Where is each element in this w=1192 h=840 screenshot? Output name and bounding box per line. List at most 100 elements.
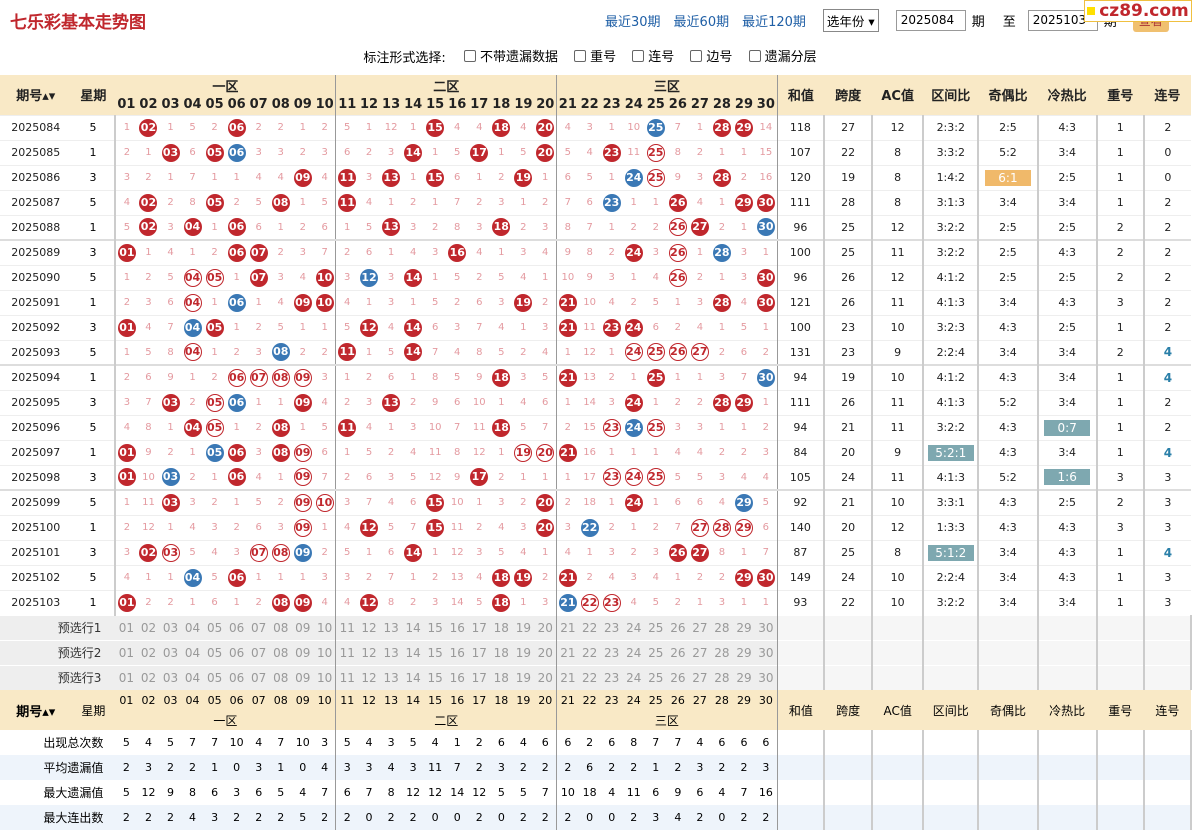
preselect-empty[interactable] bbox=[777, 639, 826, 665]
preselect-empty[interactable] bbox=[872, 614, 925, 640]
preselect-number[interactable]: 08 bbox=[269, 664, 292, 690]
preselect-number[interactable]: 04 bbox=[181, 614, 204, 640]
preselect-number[interactable]: 30 bbox=[755, 664, 778, 690]
preselect-number[interactable]: 08 bbox=[269, 639, 292, 665]
preselect-empty[interactable] bbox=[872, 639, 925, 665]
year-select[interactable]: 选年份 ▾ bbox=[822, 8, 879, 32]
option-layered[interactable]: 遗漏分层 bbox=[748, 46, 817, 65]
preselect-number[interactable]: 07 bbox=[247, 639, 270, 665]
preselect-number[interactable]: 10 bbox=[313, 639, 337, 665]
preselect-number[interactable]: 22 bbox=[578, 664, 601, 690]
preselect-number[interactable]: 16 bbox=[446, 664, 469, 690]
preselect-number[interactable]: 05 bbox=[203, 639, 226, 665]
preselect-number[interactable]: 22 bbox=[578, 639, 601, 665]
preselect-number[interactable]: 07 bbox=[247, 614, 270, 640]
preselect-number[interactable]: 23 bbox=[600, 664, 623, 690]
preselect-number[interactable]: 08 bbox=[269, 614, 292, 640]
preselect-number[interactable]: 07 bbox=[247, 664, 270, 690]
preselect-number[interactable]: 02 bbox=[137, 614, 160, 640]
preselect-number[interactable]: 09 bbox=[291, 614, 314, 640]
preselect-number[interactable]: 13 bbox=[380, 639, 403, 665]
option-repeat[interactable]: 重号 bbox=[574, 46, 616, 65]
preselect-number[interactable]: 18 bbox=[490, 664, 513, 690]
preselect-number[interactable]: 20 bbox=[534, 639, 558, 665]
preselect-empty[interactable] bbox=[923, 614, 980, 640]
preselect-number[interactable]: 20 bbox=[534, 614, 558, 640]
preselect-empty[interactable] bbox=[1096, 664, 1145, 690]
preselect-number[interactable]: 16 bbox=[446, 639, 469, 665]
preselect-number[interactable]: 26 bbox=[666, 614, 689, 640]
preselect-empty[interactable] bbox=[872, 664, 925, 690]
preselect-number[interactable]: 24 bbox=[622, 664, 645, 690]
preselect-number[interactable]: 14 bbox=[402, 614, 425, 640]
preselect-number[interactable]: 25 bbox=[644, 664, 667, 690]
preselect-number[interactable]: 18 bbox=[490, 639, 513, 665]
recent-60-link[interactable]: 最近60期 bbox=[673, 14, 730, 30]
preselect-number[interactable]: 19 bbox=[512, 639, 535, 665]
preselect-number[interactable]: 11 bbox=[335, 664, 359, 690]
preselect-empty[interactable] bbox=[923, 639, 980, 665]
preselect-number[interactable]: 30 bbox=[755, 639, 778, 665]
checkbox-icon[interactable] bbox=[632, 49, 645, 62]
recent-120-link[interactable]: 最近120期 bbox=[742, 14, 806, 30]
preselect-number[interactable]: 03 bbox=[159, 614, 182, 640]
preselect-number[interactable]: 01 bbox=[115, 664, 138, 690]
preselect-number[interactable]: 12 bbox=[358, 614, 381, 640]
preselect-number[interactable]: 06 bbox=[225, 639, 248, 665]
preselect-number[interactable]: 04 bbox=[181, 664, 204, 690]
checkbox-icon[interactable] bbox=[463, 49, 476, 62]
preselect-number[interactable]: 22 bbox=[578, 614, 601, 640]
preselect-number[interactable]: 30 bbox=[755, 614, 778, 640]
preselect-number[interactable]: 10 bbox=[313, 664, 337, 690]
preselect-empty[interactable] bbox=[1143, 664, 1192, 690]
preselect-empty[interactable] bbox=[1096, 639, 1145, 665]
preselect-number[interactable]: 17 bbox=[468, 664, 491, 690]
preselect-empty[interactable] bbox=[824, 664, 874, 690]
checkbox-icon[interactable] bbox=[574, 49, 587, 62]
recent-30-link[interactable]: 最近30期 bbox=[605, 14, 661, 30]
preselect-number[interactable]: 28 bbox=[710, 639, 733, 665]
preselect-number[interactable]: 20 bbox=[534, 664, 558, 690]
checkbox-icon[interactable] bbox=[690, 49, 703, 62]
preselect-empty[interactable] bbox=[978, 639, 1039, 665]
checkbox-icon[interactable] bbox=[748, 49, 761, 62]
preselect-empty[interactable] bbox=[1037, 664, 1098, 690]
preselect-number[interactable]: 11 bbox=[335, 639, 359, 665]
preselect-number[interactable]: 26 bbox=[666, 664, 689, 690]
preselect-number[interactable]: 12 bbox=[358, 639, 381, 665]
preselect-number[interactable]: 23 bbox=[600, 614, 623, 640]
preselect-empty[interactable] bbox=[1096, 614, 1145, 640]
preselect-number[interactable]: 17 bbox=[468, 639, 491, 665]
from-issue-input[interactable]: 2025084 bbox=[895, 9, 966, 31]
option-edge[interactable]: 边号 bbox=[690, 46, 732, 65]
preselect-number[interactable]: 15 bbox=[424, 664, 447, 690]
preselect-empty[interactable] bbox=[777, 664, 826, 690]
preselect-number[interactable]: 15 bbox=[424, 614, 447, 640]
preselect-number[interactable]: 27 bbox=[688, 639, 711, 665]
preselect-empty[interactable] bbox=[1037, 614, 1098, 640]
issue-header[interactable]: 期号▴▾ bbox=[0, 75, 72, 115]
preselect-number[interactable]: 05 bbox=[203, 664, 226, 690]
preselect-number[interactable]: 24 bbox=[622, 614, 645, 640]
preselect-number[interactable]: 16 bbox=[446, 614, 469, 640]
preselect-number[interactable]: 21 bbox=[556, 614, 579, 640]
preselect-empty[interactable] bbox=[1143, 614, 1192, 640]
preselect-number[interactable]: 19 bbox=[512, 614, 535, 640]
preselect-number[interactable]: 10 bbox=[313, 614, 337, 640]
preselect-empty[interactable] bbox=[1037, 639, 1098, 665]
preselect-number[interactable]: 13 bbox=[380, 614, 403, 640]
preselect-number[interactable]: 29 bbox=[732, 614, 755, 640]
preselect-number[interactable]: 05 bbox=[203, 614, 226, 640]
preselect-number[interactable]: 29 bbox=[732, 664, 755, 690]
option-consecutive[interactable]: 连号 bbox=[632, 46, 674, 65]
preselect-number[interactable]: 21 bbox=[556, 639, 579, 665]
preselect-number[interactable]: 28 bbox=[710, 664, 733, 690]
preselect-number[interactable]: 15 bbox=[424, 639, 447, 665]
preselect-number[interactable]: 09 bbox=[291, 664, 314, 690]
preselect-number[interactable]: 01 bbox=[115, 614, 138, 640]
preselect-number[interactable]: 29 bbox=[732, 639, 755, 665]
preselect-number[interactable]: 21 bbox=[556, 664, 579, 690]
preselect-number[interactable]: 02 bbox=[137, 639, 160, 665]
preselect-number[interactable]: 06 bbox=[225, 614, 248, 640]
option-no-omission[interactable]: 不带遗漏数据 bbox=[463, 46, 558, 65]
